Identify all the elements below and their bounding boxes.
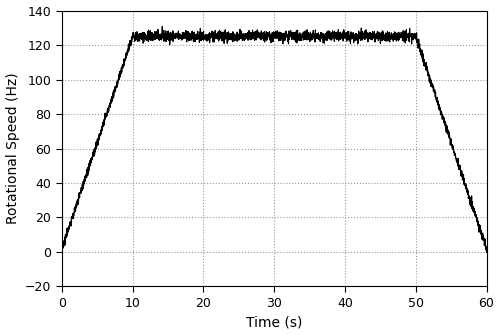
Y-axis label: Rotational Speed (Hz): Rotational Speed (Hz) [6,73,20,224]
X-axis label: Time (s): Time (s) [246,316,302,329]
